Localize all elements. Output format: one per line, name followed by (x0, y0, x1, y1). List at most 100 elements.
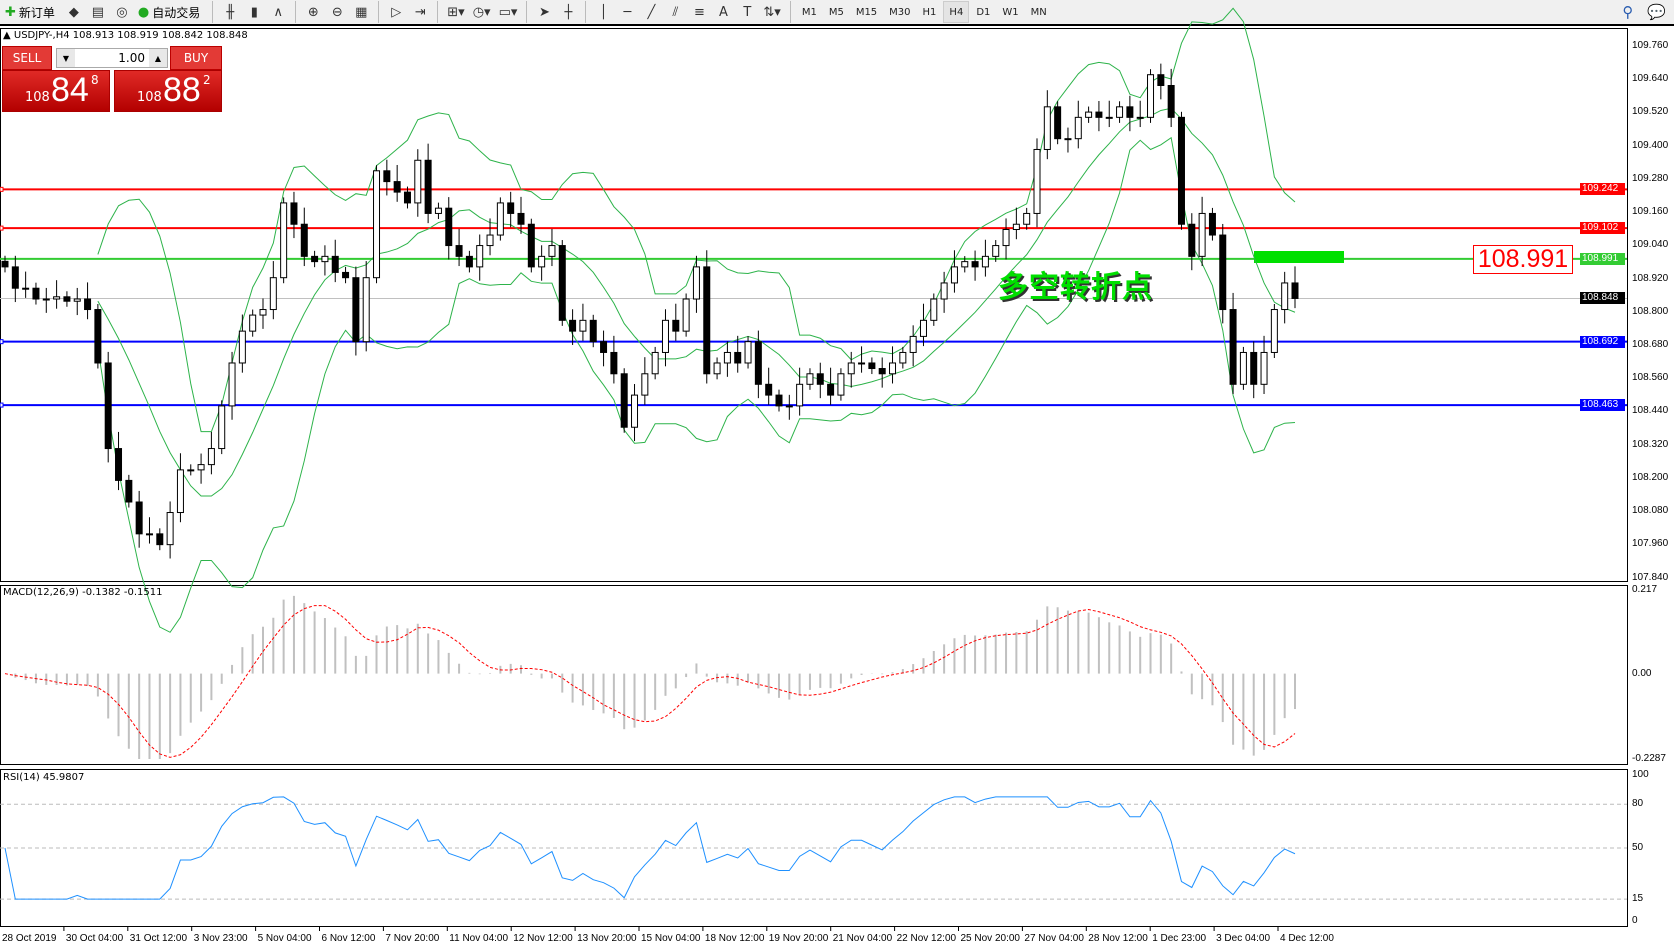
timeframe-d1[interactable]: D1 (976, 6, 991, 18)
timeframe-mn[interactable]: MN (1030, 6, 1047, 18)
market-watch-icon: ◆ (68, 4, 79, 20)
level-anchor (0, 186, 4, 192)
candle-bear (1229, 309, 1237, 385)
macd-tick-label: 0.217 (1632, 584, 1658, 595)
candle-bull (837, 373, 845, 396)
timeframe-w1[interactable]: W1 (1002, 6, 1019, 18)
bar-chart-icon: ╫ (226, 4, 235, 20)
candle-bear (816, 373, 824, 385)
candle-bear (135, 501, 143, 535)
tile-windows-button[interactable]: ▦ (350, 1, 372, 23)
time-axis-label: 25 Nov 20:00 (960, 933, 1021, 944)
fibonacci-button[interactable]: ≡ (688, 1, 710, 23)
candle-bull (486, 234, 494, 247)
price-level-tag: 109.102 (1580, 222, 1625, 235)
auto-trading-button[interactable]: ● 自动交易 (135, 1, 206, 23)
candle-bear (1188, 223, 1196, 257)
chart-shift-button[interactable]: ⇥ (409, 1, 431, 23)
candle-bull (1012, 223, 1020, 231)
zoom-in-button[interactable]: ⊕ (302, 1, 324, 23)
candle-bull (1002, 229, 1010, 247)
candle-bear (1208, 212, 1216, 236)
candle-bull (321, 255, 329, 263)
bar-chart-button[interactable]: ╫ (219, 1, 241, 23)
price-tick-label: 108.320 (1632, 438, 1669, 450)
trendline-button[interactable]: ╱ (640, 1, 662, 23)
equidistant-channel-button[interactable]: ⫽ (664, 1, 686, 23)
candle-bull (280, 202, 288, 279)
periods-button[interactable]: ◷▾ (470, 1, 494, 23)
sell-price[interactable]: 108 84 8 (2, 70, 110, 112)
signal-button[interactable]: ◎ (111, 1, 133, 23)
annotation-text[interactable]: 多空转折点 (998, 270, 1153, 305)
rsi-line (4, 796, 1296, 900)
macd-signal-line (4, 605, 1296, 758)
line-chart-button[interactable]: ∧ (267, 1, 289, 23)
bollinger-middle (97, 107, 1296, 497)
buy-price-pips: 88 (163, 71, 201, 109)
candle-bear (1095, 111, 1103, 118)
timeframe-m15[interactable]: M15 (855, 6, 878, 18)
text-label-button[interactable]: T (736, 1, 758, 23)
rsi-tick-label: 80 (1632, 798, 1644, 810)
lot-increase-icon[interactable]: ▲ (149, 49, 167, 67)
timeframe-m30[interactable]: M30 (889, 6, 911, 18)
candle-bull (579, 319, 587, 332)
timeframe-m1[interactable]: M1 (801, 6, 817, 18)
search-icon[interactable]: ⚲ (1622, 3, 1634, 21)
candle-bull (744, 341, 752, 364)
candle-bull (1023, 212, 1031, 225)
candle-bear (1177, 116, 1185, 225)
vertical-line-button[interactable]: │ (592, 1, 614, 23)
horizontal-line-button[interactable]: ─ (616, 1, 638, 23)
candle-bull (899, 351, 907, 364)
lot-size-input[interactable]: ▼ 1.00 ▲ (56, 48, 168, 68)
candle-bear (558, 245, 566, 321)
candle-bull (249, 314, 257, 332)
navigator-icon: ▤ (91, 4, 105, 20)
rsi-label: RSI(14) 45.9807 (3, 772, 85, 783)
buy-price[interactable]: 108 88 2 (114, 70, 222, 112)
sell-button[interactable]: SELL (2, 46, 52, 70)
candle-bear (971, 261, 979, 268)
timeframe-h1[interactable]: H1 (922, 6, 937, 18)
time-axis-label: 7 Nov 20:00 (385, 933, 440, 944)
lot-decrease-icon[interactable]: ▼ (57, 49, 75, 67)
cursor-button[interactable]: ➤ (533, 1, 555, 23)
templates-button[interactable]: ▭▾ (496, 1, 521, 23)
arrows-button[interactable]: ⇅▾ (760, 1, 783, 23)
candle-bull (723, 351, 731, 364)
navigator-button[interactable]: ▤ (87, 1, 109, 23)
toolbar-separator (212, 1, 214, 23)
crosshair-button[interactable]: ┼ (557, 1, 579, 23)
candle-bull (641, 373, 649, 396)
level-anchor (0, 402, 4, 408)
one-click-trading-panel: SELL ▼ 1.00 ▲ BUY 108 84 8 108 88 2 (2, 46, 222, 112)
trendline-icon: ╱ (647, 4, 656, 20)
text-button[interactable]: A (712, 1, 734, 23)
toolbar-separator (437, 1, 439, 23)
timeframe-h4[interactable]: H4 (943, 1, 970, 23)
candle-bear (1219, 234, 1227, 311)
candle-bull (42, 298, 50, 301)
timeframe-m5[interactable]: M5 (828, 6, 844, 18)
lot-value[interactable]: 1.00 (118, 51, 145, 65)
auto-scroll-button[interactable]: ▷ (385, 1, 407, 23)
market-watch-button[interactable]: ◆ (63, 1, 85, 23)
candle-bull (269, 277, 277, 311)
candlestick-button[interactable]: ▮ (243, 1, 265, 23)
chat-icon[interactable]: 💬 (1647, 3, 1666, 21)
candle-bull (1085, 111, 1093, 118)
time-axis-label: 5 Nov 04:00 (257, 933, 312, 944)
sell-price-big: 108 (25, 90, 50, 105)
buy-button[interactable]: BUY (170, 46, 222, 70)
price-label-box[interactable]: 108.991 (1473, 245, 1573, 274)
new-order-button[interactable]: ✚ 新订单 (2, 1, 61, 23)
price-level-tag: 109.242 (1580, 183, 1625, 196)
zoom-out-button[interactable]: ⊖ (326, 1, 348, 23)
candle-bear (775, 394, 783, 407)
indicators-button[interactable]: ⊞▾ (444, 1, 467, 23)
candle-bull (682, 298, 690, 332)
macd-tick-label: -0.2287 (1632, 753, 1666, 764)
